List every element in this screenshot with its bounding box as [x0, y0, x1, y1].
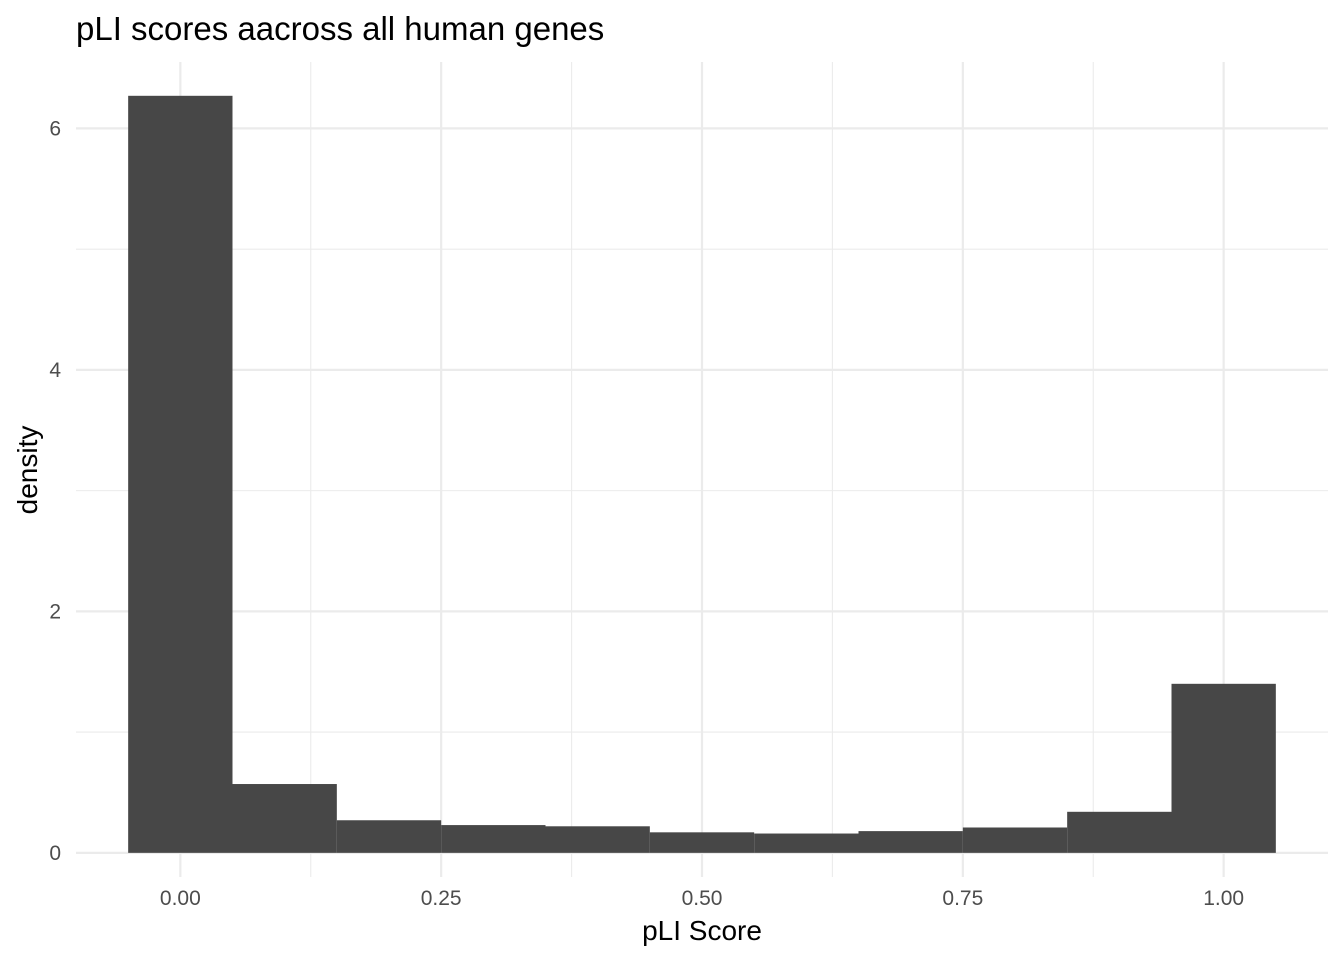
x-tick-label: 1.00 — [1203, 887, 1244, 910]
histogram-bar — [1067, 811, 1172, 853]
histogram-bar — [441, 825, 546, 853]
histogram-bar — [649, 832, 755, 853]
chart-title: pLI scores aacross all human genes — [76, 10, 604, 47]
x-tick-label: 0.75 — [942, 887, 983, 910]
y-tick-label: 6 — [49, 117, 61, 140]
histogram-bar — [336, 820, 442, 853]
histogram-bar — [545, 826, 650, 853]
y-tick-label: 2 — [49, 600, 61, 623]
histogram-bar — [962, 827, 1068, 853]
y-tick-label: 4 — [49, 359, 61, 382]
x-axis-tick-labels: 0.00 0.25 0.50 0.75 1.00 — [160, 887, 1244, 910]
x-axis-title: pLI Score — [642, 915, 762, 946]
histogram-bars — [128, 95, 1276, 853]
y-axis-tick-labels: 0 2 4 6 — [49, 117, 61, 864]
y-axis-title: density — [12, 426, 43, 515]
histogram-bar — [128, 95, 233, 853]
x-tick-label: 0.00 — [160, 887, 201, 910]
histogram-bar — [754, 833, 859, 853]
x-tick-label: 0.50 — [682, 887, 723, 910]
x-tick-label: 0.25 — [421, 887, 462, 910]
histogram-bar — [1171, 683, 1276, 853]
y-tick-label: 0 — [49, 842, 61, 865]
histogram-bar — [232, 784, 337, 853]
histogram-bar — [858, 831, 963, 853]
